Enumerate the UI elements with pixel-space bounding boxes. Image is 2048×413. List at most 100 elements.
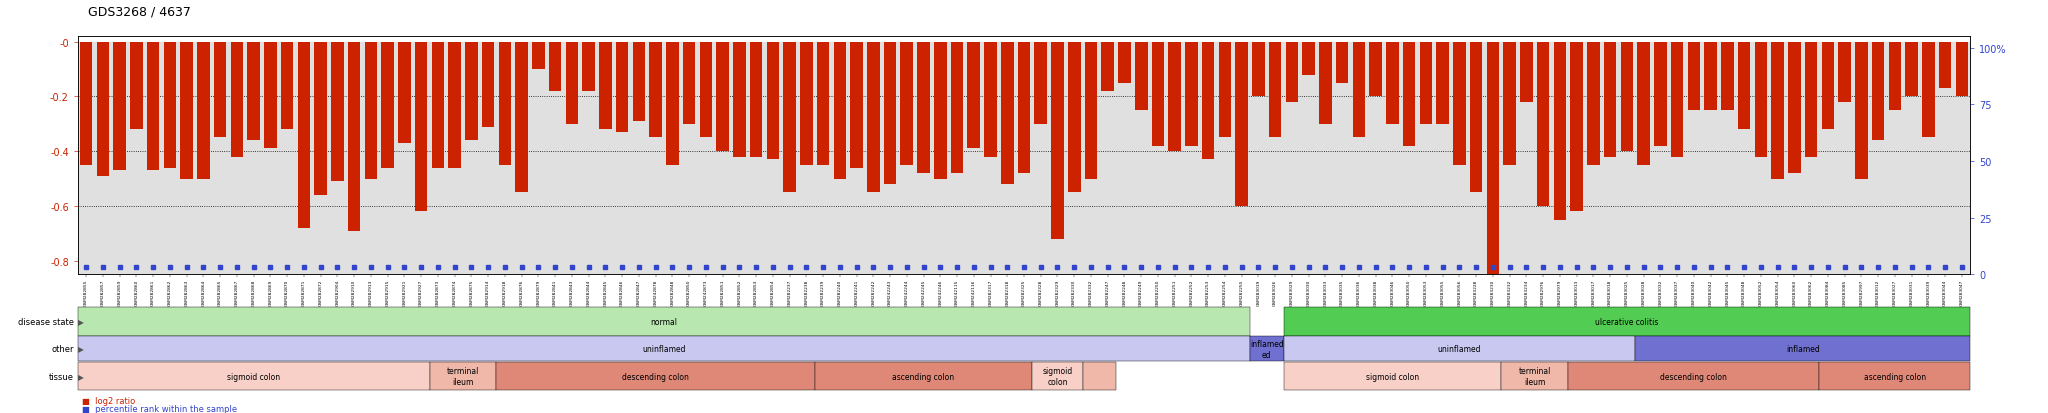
Bar [532,43,545,70]
Bar [113,43,127,171]
Bar [582,43,594,92]
Bar [1772,43,1784,179]
Bar [1419,43,1432,124]
Bar [416,43,428,212]
Bar [213,43,227,138]
Bar [817,43,829,166]
Bar [1352,43,1366,138]
Bar [1219,43,1231,138]
Bar [1855,43,1868,179]
Bar [901,43,913,166]
Bar [1755,43,1767,157]
Text: ▶: ▶ [78,317,84,326]
Bar [432,43,444,168]
Text: disease state: disease state [18,317,74,326]
Bar [1872,43,1884,141]
Bar [197,43,209,179]
Bar [750,43,762,157]
Text: sigmoid colon: sigmoid colon [227,372,281,381]
Bar [481,43,494,127]
Bar [264,43,276,149]
Bar [1370,43,1382,97]
Bar [1939,43,1952,89]
Bar [1135,43,1147,111]
Bar [782,43,797,193]
Bar [449,43,461,168]
Bar [1335,43,1348,83]
Bar [1587,43,1599,166]
Bar [1739,43,1751,130]
Bar [1636,43,1651,166]
Bar [1503,43,1516,166]
Bar [1671,43,1683,157]
Bar [1251,43,1266,97]
Bar [649,43,662,138]
Bar [281,43,293,130]
Text: tissue: tissue [49,372,74,381]
Bar [78,43,1970,275]
Bar [1118,43,1130,83]
Bar [332,43,344,182]
Bar [498,43,512,166]
Text: terminal
ileum: terminal ileum [1518,367,1550,386]
Bar [1704,43,1716,111]
Bar [1888,43,1901,111]
Text: descending colon: descending colon [1661,372,1726,381]
Text: ascending colon: ascending colon [893,372,954,381]
Bar [248,43,260,141]
Text: terminal
ileum: terminal ileum [446,367,479,386]
Bar [666,43,678,166]
Bar [315,43,328,195]
Bar [147,43,160,171]
Text: sigmoid
colon: sigmoid colon [1042,367,1073,386]
Bar [616,43,629,133]
Bar [1202,43,1214,160]
Bar [1720,43,1733,111]
Bar [231,43,244,157]
Bar [766,43,778,160]
Bar [1688,43,1700,111]
Bar [1804,43,1817,157]
Bar [365,43,377,179]
Bar [381,43,393,168]
Bar [1102,43,1114,92]
Bar [1436,43,1448,124]
Bar [985,43,997,157]
Text: inflamed: inflamed [1786,344,1819,354]
Bar [1788,43,1800,173]
Bar [1956,43,1968,97]
Bar [633,43,645,122]
Bar [1620,43,1632,152]
Bar [1270,43,1282,138]
Bar [1303,43,1315,76]
Bar [1470,43,1483,193]
Bar [565,43,578,124]
Bar [1839,43,1851,103]
Bar [934,43,946,179]
Bar [1554,43,1567,220]
Bar [1319,43,1331,124]
Bar [131,43,143,130]
Bar [549,43,561,92]
Bar [96,43,109,176]
Bar [1454,43,1466,166]
Bar [1571,43,1583,212]
Bar [950,43,963,173]
Text: other: other [51,344,74,354]
Bar [297,43,309,228]
Bar [885,43,897,185]
Text: ulcerative colitis: ulcerative colitis [1595,317,1659,326]
Bar [1001,43,1014,185]
Bar [918,43,930,173]
Bar [967,43,981,149]
Bar [834,43,846,179]
Bar [1067,43,1081,193]
Bar [1018,43,1030,173]
Bar [1034,43,1047,124]
Text: uninflamed: uninflamed [643,344,686,354]
Bar [1235,43,1247,206]
Bar [397,43,412,144]
Text: ▶: ▶ [78,344,84,354]
Bar [1186,43,1198,146]
Bar [1151,43,1163,146]
